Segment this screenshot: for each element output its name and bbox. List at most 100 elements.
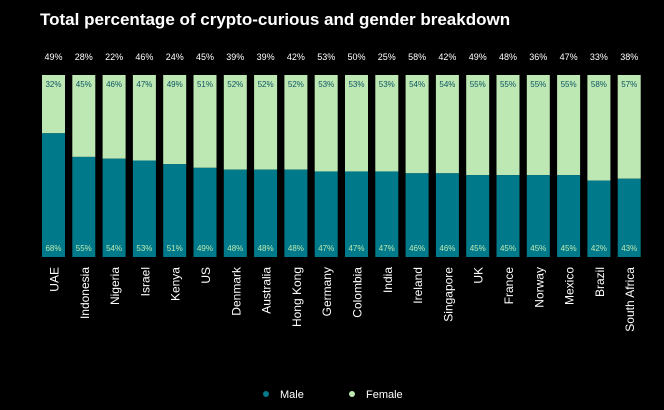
bar-female [496, 75, 520, 176]
female-data-label: 52% [258, 80, 274, 89]
legend-marker-female [349, 391, 355, 397]
male-data-label: 45% [561, 244, 577, 253]
female-data-label: 47% [136, 80, 152, 89]
female-data-label: 46% [106, 80, 122, 89]
male-data-label: 45% [530, 244, 546, 253]
bar-female [163, 75, 187, 165]
category-label: Kenya [169, 267, 183, 301]
total-percentage-label: 24% [166, 52, 184, 62]
female-data-label: 55% [530, 80, 546, 89]
female-data-label: 53% [379, 80, 395, 89]
bar-male [557, 175, 581, 257]
total-percentage-label: 58% [408, 52, 426, 62]
legend-marker-male [263, 391, 269, 397]
legend-label-female: Female [366, 389, 403, 401]
bar-female [193, 75, 217, 168]
bar-male [405, 173, 429, 257]
category-label: Singapore [441, 267, 455, 322]
total-percentage-label: 42% [287, 52, 305, 62]
bar-female [435, 75, 459, 174]
bar-female [314, 75, 338, 172]
total-percentage-label: 45% [196, 52, 214, 62]
category-label: Brazil [593, 267, 607, 297]
total-percentage-label: 49% [469, 52, 487, 62]
bar-female [284, 75, 308, 170]
bar-female [223, 75, 247, 170]
bar-female [466, 75, 490, 176]
bar-female [102, 75, 126, 159]
bar-male [284, 169, 308, 257]
female-data-label: 53% [348, 80, 364, 89]
category-label: Denmark [229, 266, 243, 316]
category-label: Norway [532, 267, 546, 308]
male-data-label: 47% [348, 244, 364, 253]
bar-male [587, 180, 611, 257]
bar-male [314, 171, 338, 257]
male-data-label: 53% [136, 244, 152, 253]
total-percentage-label: 39% [226, 52, 244, 62]
male-data-label: 49% [197, 244, 213, 253]
total-percentage-label: 53% [317, 52, 335, 62]
bar-male [102, 158, 126, 257]
category-label: Mexico [563, 267, 577, 305]
total-percentage-label: 39% [257, 52, 275, 62]
total-percentage-label: 46% [135, 52, 153, 62]
category-label: Australia [260, 267, 274, 314]
male-data-label: 43% [621, 244, 637, 253]
total-percentage-label: 22% [105, 52, 123, 62]
total-percentage-label: 38% [620, 52, 638, 62]
female-data-label: 51% [197, 80, 213, 89]
male-data-label: 54% [106, 244, 122, 253]
male-data-label: 46% [439, 244, 455, 253]
bar-male [254, 169, 278, 257]
male-data-label: 51% [167, 244, 183, 253]
female-data-label: 58% [591, 80, 607, 89]
category-label: UAE [48, 267, 62, 292]
bar-female [617, 75, 641, 179]
female-data-label: 57% [621, 80, 637, 89]
bar-male [193, 167, 217, 257]
male-data-label: 45% [470, 244, 486, 253]
bar-male [526, 175, 550, 257]
category-label: Indonesia [78, 267, 92, 319]
bar-male [466, 175, 490, 257]
total-percentage-label: 25% [378, 52, 396, 62]
male-data-label: 42% [591, 244, 607, 253]
female-data-label: 53% [318, 80, 334, 89]
category-label: Israel [138, 267, 152, 296]
chart-title: Total percentage of crypto-curious and g… [40, 10, 511, 29]
female-data-label: 55% [561, 80, 577, 89]
category-label: Ireland [411, 267, 425, 304]
female-data-label: 54% [409, 80, 425, 89]
category-label: India [381, 267, 395, 293]
bar-male [223, 169, 247, 257]
bar-female [557, 75, 581, 176]
bar-male [617, 178, 641, 257]
category-label: US [199, 267, 213, 284]
category-label: South Africa [623, 267, 637, 332]
bar-female [72, 75, 96, 157]
male-data-label: 68% [45, 244, 61, 253]
category-label: Colombia [351, 267, 365, 318]
bar-female [42, 75, 65, 134]
female-data-label: 55% [500, 80, 516, 89]
bar-male [132, 160, 156, 257]
male-data-label: 55% [76, 244, 92, 253]
female-data-label: 49% [167, 80, 183, 89]
male-data-label: 46% [409, 244, 425, 253]
total-percentage-label: 48% [499, 52, 517, 62]
total-percentage-label: 28% [75, 52, 93, 62]
bar-female [526, 75, 550, 176]
bar-female [132, 75, 156, 161]
bar-male [375, 171, 399, 257]
female-data-label: 45% [76, 80, 92, 89]
female-data-label: 55% [470, 80, 486, 89]
total-percentage-label: 49% [44, 52, 62, 62]
bar-female [405, 75, 429, 174]
category-label: France [502, 267, 516, 305]
total-percentage-label: 50% [347, 52, 365, 62]
category-label: Hong Kong [290, 267, 304, 327]
female-data-label: 32% [45, 80, 61, 89]
total-percentage-label: 36% [529, 52, 547, 62]
